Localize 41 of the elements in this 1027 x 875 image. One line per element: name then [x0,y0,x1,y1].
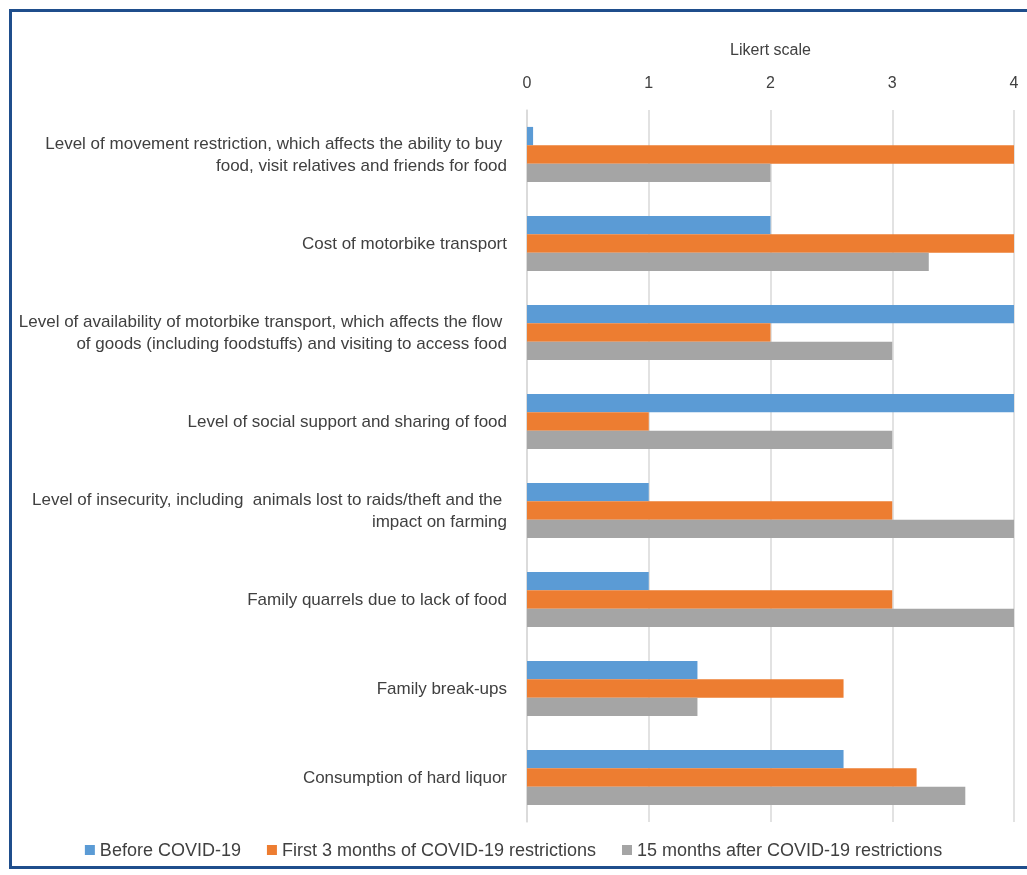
bar [527,482,649,502]
bar [527,215,771,235]
legend-label: First 3 months of COVID-19 restrictions [281,840,597,860]
bar [527,786,966,806]
y-tick-label: Level of insecurity, including animals lost to raids/theft and the impact on farming [32,490,507,531]
bar [527,252,929,272]
bar [527,145,1014,164]
y-tick-label: Family quarrels due to lack of food [247,590,507,609]
legend-label: Before COVID-19 [99,840,241,860]
y-tick-label: Level of movement restriction, which affects the ability to buy food, visit relatives and friends for food [45,134,507,175]
bar [527,126,534,146]
bar [527,430,893,450]
y-tick-label: Level of availability of motorbike transport, which affects the flow of goods (including foodstuffs) and visiting to access food [18,312,507,353]
y-tick-label: Family break-ups [376,679,507,698]
bar [527,608,1014,628]
bar [527,341,893,361]
bar [527,590,893,609]
bar [527,519,1014,539]
y-tick-label: Consumption of hard liquor [302,768,508,787]
x-tick-label: 1 [644,73,654,91]
bar [527,660,698,680]
x-tick-label: 0 [522,73,532,91]
bar [527,679,844,698]
bar [527,697,698,717]
x-axis-title: Likert scale [730,40,812,58]
bar [527,768,917,787]
bar [527,571,649,591]
x-tick-label: 4 [1009,73,1019,91]
y-tick-label: Level of social support and sharing of food [187,412,507,431]
bar [527,412,649,431]
legend-label: 15 months after COVID-19 restrictions [637,840,943,860]
bar [527,163,771,183]
x-tick-label: 3 [887,73,897,91]
bar [527,749,844,769]
bar [527,234,1014,253]
bar [527,501,893,520]
y-tick-label: Cost of motorbike transport [301,234,508,253]
bar [527,323,771,342]
bar [527,304,1014,324]
x-tick-label: 2 [766,73,776,91]
bar [527,393,1014,413]
